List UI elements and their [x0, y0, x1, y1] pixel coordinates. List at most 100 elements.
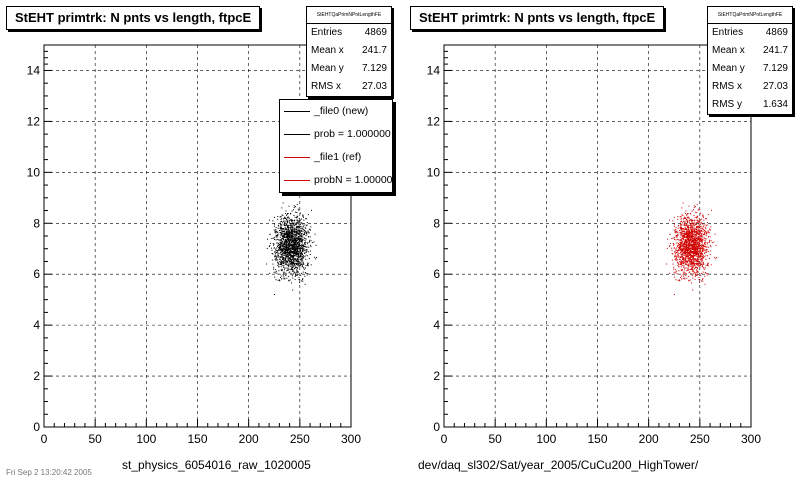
scatter-point — [306, 222, 308, 223]
scatter-point — [699, 252, 701, 254]
scatter-point — [677, 263, 679, 265]
scatter-point — [288, 249, 289, 251]
scatter-point — [680, 250, 682, 252]
scatter-point — [682, 261, 684, 263]
scatter-point — [292, 228, 294, 230]
scatter-point — [693, 264, 695, 265]
scatter-point — [677, 252, 679, 254]
scatter-point — [677, 231, 679, 233]
scatter-point — [307, 255, 309, 257]
scatter-point — [305, 241, 306, 243]
scatter-point — [677, 218, 679, 220]
scatter-point — [292, 220, 294, 221]
scatter-point — [292, 255, 294, 256]
scatter-point — [702, 249, 704, 251]
scatter-point — [295, 255, 297, 257]
scatter-point — [686, 220, 688, 222]
scatter-point — [297, 245, 299, 247]
scatter-point — [280, 247, 282, 249]
scatter-point — [294, 243, 296, 245]
scatter-point — [292, 250, 294, 252]
scatter-point — [697, 248, 699, 250]
scatter-point — [675, 232, 677, 234]
scatter-point — [283, 248, 285, 250]
scatter-point — [690, 261, 692, 263]
scatter-point — [678, 224, 680, 226]
scatter-point — [700, 212, 701, 214]
scatter-point — [677, 250, 679, 251]
scatter-point — [700, 258, 702, 260]
scatter-point — [299, 253, 301, 255]
scatter-point — [697, 253, 699, 255]
scatter-point — [281, 261, 283, 263]
scatter-point — [290, 247, 292, 249]
scatter-point — [692, 289, 694, 291]
scatter-point — [299, 259, 301, 261]
scatter-point — [675, 258, 677, 259]
scatter-point — [302, 226, 304, 228]
scatter-point — [304, 256, 306, 258]
scatter-point — [695, 246, 697, 248]
scatter-point — [288, 243, 290, 245]
scatter-point — [695, 244, 697, 246]
scatter-point — [304, 224, 306, 226]
scatter-point — [284, 260, 286, 262]
scatter-point — [689, 259, 691, 261]
scatter-point — [295, 275, 297, 277]
scatter-point — [685, 250, 687, 251]
scatter-point — [692, 245, 694, 247]
scatter-point — [707, 273, 709, 274]
scatter-point — [699, 253, 701, 255]
scatter-point — [685, 212, 686, 214]
scatter-point — [270, 242, 271, 244]
scatter-point — [279, 234, 281, 236]
scatter-point — [676, 255, 678, 257]
scatter-point — [685, 218, 686, 219]
scatter-point — [699, 239, 701, 241]
scatter-point — [299, 282, 301, 283]
scatter-point — [676, 250, 678, 252]
scatter-point — [679, 249, 681, 251]
scatter-point — [682, 202, 684, 204]
scatter-point — [295, 258, 296, 260]
scatter-point — [289, 254, 291, 256]
scatter-point — [291, 231, 293, 233]
scatter-point — [283, 243, 285, 245]
scatter-point — [285, 253, 287, 255]
scatter-point — [292, 289, 294, 291]
scatter-point — [302, 279, 303, 281]
scatter-point — [296, 232, 298, 234]
scatter-point — [275, 258, 277, 259]
scatter-point — [687, 249, 689, 251]
scatter-point — [301, 235, 303, 237]
scatter-point — [277, 259, 279, 261]
scatter-point — [688, 260, 690, 262]
scatter-point — [296, 203, 298, 205]
scatter-point — [268, 246, 270, 247]
stat-name: RMS x — [311, 81, 341, 92]
scatter-point — [692, 234, 694, 236]
scatter-point — [679, 256, 681, 258]
scatter-point — [690, 268, 692, 270]
scatter-point — [702, 236, 704, 238]
scatter-point — [302, 248, 303, 250]
scatter-point — [292, 238, 294, 240]
stat-value: 4869 — [364, 27, 387, 38]
scatter-point — [305, 251, 307, 253]
scatter-point — [685, 273, 687, 275]
scatter-point — [273, 225, 275, 227]
scatter-point — [295, 237, 297, 239]
scatter-point — [275, 272, 277, 274]
scatter-point — [299, 225, 301, 227]
scatter-point — [683, 228, 684, 230]
scatter-point — [701, 240, 703, 241]
right-plot-title: StEHT primtrk: N pnts vs length, ftpcE — [410, 6, 665, 30]
scatter-point — [292, 248, 294, 250]
scatter-point — [283, 265, 285, 267]
scatter-point — [695, 275, 697, 277]
scatter-point — [279, 242, 281, 244]
scatter-point — [288, 269, 289, 271]
scatter-point — [682, 278, 684, 280]
scatter-point — [705, 254, 707, 256]
scatter-point — [697, 220, 699, 222]
